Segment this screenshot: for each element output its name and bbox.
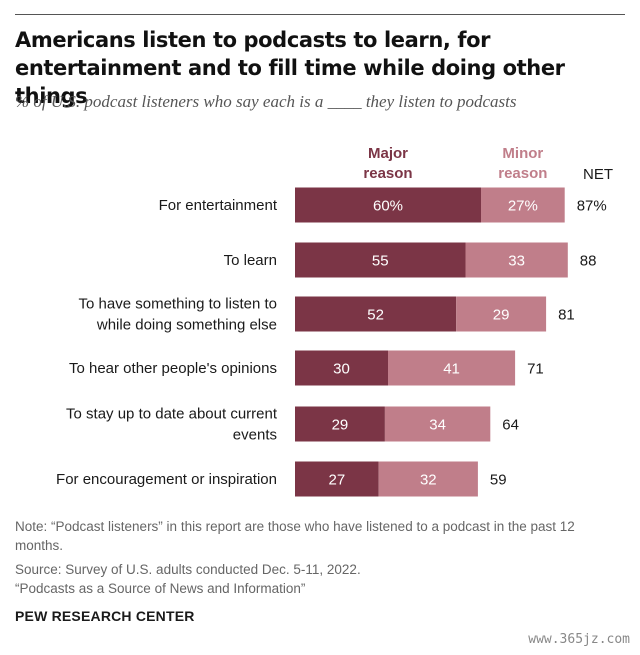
bar-major	[295, 461, 379, 497]
data-label-major: 60%	[373, 198, 403, 215]
net-value: 59	[490, 472, 507, 489]
data-label-major: 55	[372, 253, 389, 270]
bar-minor	[465, 242, 568, 278]
chart-source: Source: Survey of U.S. adults conducted …	[15, 562, 361, 577]
bar-minor	[388, 350, 516, 386]
report-title: “Podcasts as a Source of News and Inform…	[15, 581, 306, 596]
watermark: www.365jz.com	[528, 632, 630, 647]
bar-major	[295, 242, 466, 278]
category-label: To have something to listen to	[79, 296, 277, 313]
data-label-major: 29	[332, 417, 349, 434]
organization-logo-text: PEW RESEARCH CENTER	[15, 608, 195, 624]
bar-minor	[481, 187, 565, 223]
net-value: 81	[558, 307, 575, 324]
category-label: To learn	[224, 252, 277, 269]
legend-label-minor: reason	[498, 165, 547, 182]
legend-label-major: reason	[363, 165, 412, 182]
bar-minor	[378, 461, 478, 497]
data-label-minor: 33	[508, 253, 525, 270]
data-label-minor: 41	[443, 361, 460, 378]
bar-major	[295, 350, 388, 386]
bar-minor	[456, 296, 547, 332]
chart-note: Note: “Podcast listeners” in this report…	[15, 519, 575, 553]
legend-label-minor: Minor	[502, 145, 543, 162]
category-label: For entertainment	[159, 197, 278, 214]
top-rule	[15, 14, 625, 15]
data-label-minor: 32	[420, 472, 437, 489]
net-header: NET	[583, 166, 613, 183]
net-value: 71	[527, 361, 544, 378]
bar-major	[295, 296, 457, 332]
bar-major	[295, 406, 385, 442]
net-value: 64	[502, 417, 519, 434]
data-label-major: 52	[367, 307, 384, 324]
category-label: For encouragement or inspiration	[56, 471, 277, 488]
net-value: 87%	[577, 198, 607, 215]
category-label: events	[233, 427, 277, 444]
chart-subtitle: % of U.S. podcast listeners who say each…	[15, 92, 517, 111]
legend-label-major: Major	[368, 145, 408, 162]
data-label-major: 27	[329, 472, 346, 489]
data-label-minor: 29	[493, 307, 510, 324]
category-label: To hear other people's opinions	[69, 360, 277, 377]
stacked-bar-chart: Major reason Minor reason NET For entertainme…	[56, 145, 613, 497]
bar-minor	[384, 406, 491, 442]
category-label: while doing something else	[96, 317, 277, 334]
data-label-major: 30	[333, 361, 350, 378]
category-label: To stay up to date about current	[66, 406, 278, 423]
bar-major	[295, 187, 481, 223]
net-value: 88	[580, 253, 597, 270]
data-label-minor: 34	[429, 417, 446, 434]
data-label-minor: 27%	[508, 198, 538, 215]
chart-title: Americans listen to podcasts to learn, f…	[15, 28, 565, 108]
